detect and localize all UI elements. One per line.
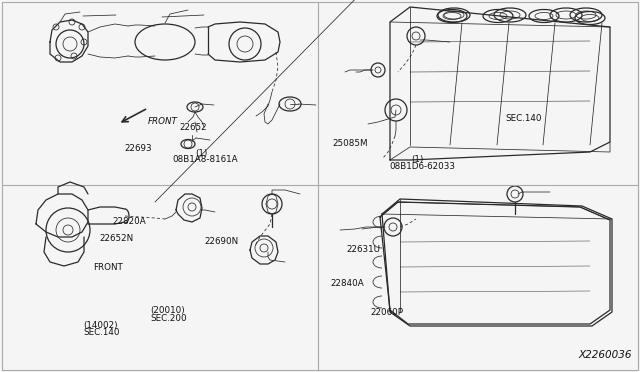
Text: 22690N: 22690N bbox=[205, 237, 239, 246]
Text: 22060P: 22060P bbox=[370, 308, 403, 317]
Text: SEC.200: SEC.200 bbox=[150, 314, 187, 323]
Text: 22631U: 22631U bbox=[346, 245, 380, 254]
Text: X2260036: X2260036 bbox=[579, 350, 632, 360]
Text: 08B1D6-62033: 08B1D6-62033 bbox=[389, 162, 455, 171]
Text: (1): (1) bbox=[195, 149, 207, 158]
Text: SEC.140: SEC.140 bbox=[83, 328, 120, 337]
Text: 22652: 22652 bbox=[179, 123, 207, 132]
Text: FRONT: FRONT bbox=[148, 116, 178, 125]
Text: FRONT: FRONT bbox=[93, 263, 123, 272]
Text: (14002): (14002) bbox=[83, 321, 118, 330]
Text: 22840A: 22840A bbox=[330, 279, 364, 288]
Text: 08B1A8-8161A: 08B1A8-8161A bbox=[173, 155, 239, 164]
Text: 25085M: 25085M bbox=[332, 139, 367, 148]
Text: 22693: 22693 bbox=[125, 144, 152, 153]
Text: SEC.140: SEC.140 bbox=[506, 114, 542, 123]
Text: (1): (1) bbox=[412, 155, 424, 164]
Text: 22820A: 22820A bbox=[112, 217, 146, 226]
Text: 22652N: 22652N bbox=[99, 234, 133, 243]
Text: (20010): (20010) bbox=[150, 307, 185, 315]
